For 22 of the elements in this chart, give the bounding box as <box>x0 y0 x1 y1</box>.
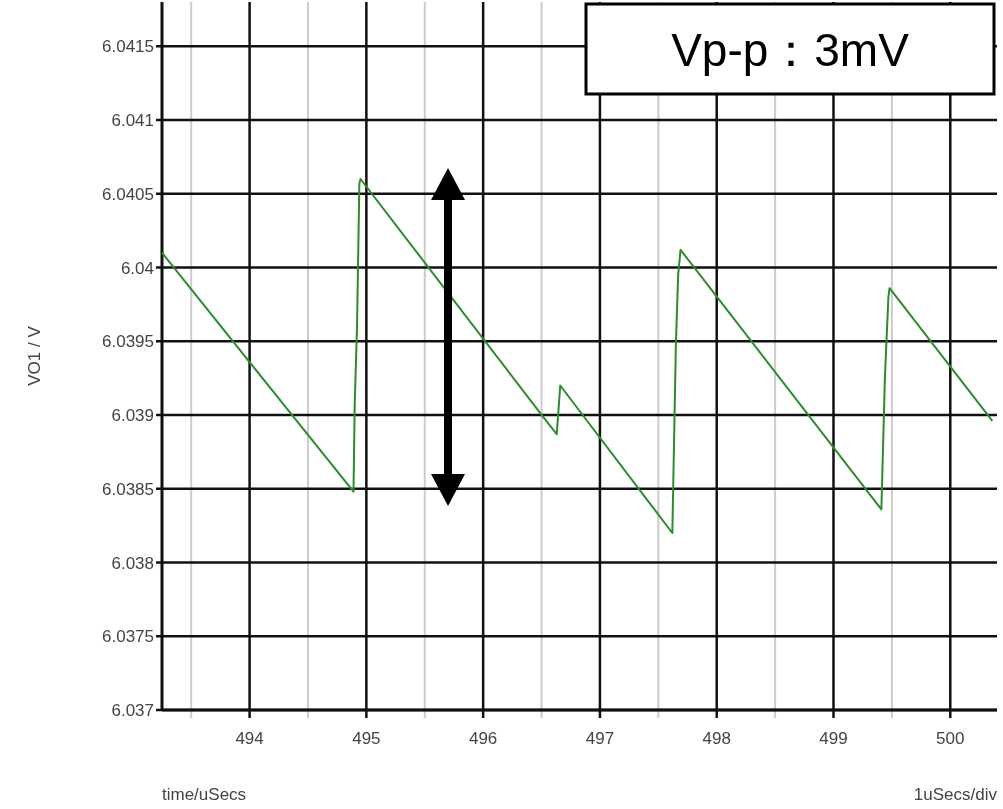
y-tick-label: 6.037 <box>111 701 154 720</box>
x-tick-label: 498 <box>702 729 731 748</box>
y-tick-label: 6.039 <box>111 406 154 425</box>
x-tick-label: 494 <box>235 729 264 748</box>
x-tick-label: 500 <box>936 729 965 748</box>
y-axis-title: VO1 / V <box>25 325 44 386</box>
line-series <box>161 178 994 534</box>
y-tick-label: 6.0415 <box>102 37 154 57</box>
text: 1uSecs/div <box>913 785 998 804</box>
y-tick-label: 6.041 <box>111 111 154 130</box>
annotation: Vp-p：3mV <box>671 24 910 76</box>
x-tick-label: 497 <box>585 729 615 748</box>
y-tick-label: 6.0385 <box>102 479 154 499</box>
x-tick-label: 499 <box>819 729 848 748</box>
y-tick-label: 6.0405 <box>102 184 154 204</box>
y-tick-label: 6.0395 <box>102 332 154 352</box>
x-axis-title: time/uSecs <box>162 785 247 804</box>
y-tick-label: 6.0375 <box>102 627 154 647</box>
x-tick-label: 495 <box>352 729 381 748</box>
x-tick-label: 496 <box>468 729 498 748</box>
y-tick-label: 6.04 <box>120 258 154 278</box>
y-tick-label: 6.038 <box>111 553 154 573</box>
